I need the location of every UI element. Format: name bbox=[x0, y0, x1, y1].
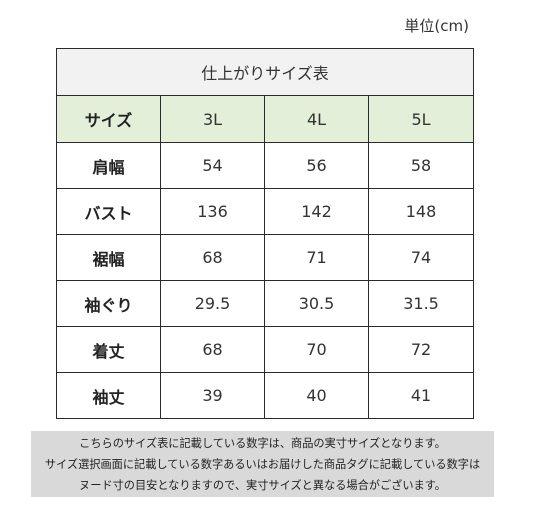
row-label-sleeve-length: 袖丈 bbox=[56, 372, 161, 419]
row-label-armhole: 袖ぐり bbox=[56, 280, 161, 327]
row-label-shoulder: 肩幅 bbox=[56, 142, 161, 189]
table-cell: 29.5 bbox=[160, 280, 265, 327]
table-cell: 56 bbox=[264, 142, 369, 189]
size-header-5l: 5L bbox=[367, 95, 475, 143]
table-cell: 41 bbox=[367, 372, 475, 419]
note-line: サイズ選択画面に記載している数字あるいはお届けした商品タグに記載している数字は bbox=[44, 458, 481, 471]
table-cell: 58 bbox=[367, 142, 475, 189]
table-cell: 68 bbox=[160, 234, 265, 281]
size-header-row: サイズ 3L 4L 5L bbox=[56, 95, 475, 143]
table-cell: 40 bbox=[264, 372, 369, 419]
table-cell: 136 bbox=[160, 188, 265, 235]
table-row: バスト 136 142 148 bbox=[56, 188, 475, 235]
size-table: 仕上がりサイズ表 サイズ 3L 4L 5L 肩幅 54 56 58 バスト 13… bbox=[55, 48, 475, 419]
size-header-4l: 4L bbox=[264, 95, 369, 143]
table-row: 肩幅 54 56 58 bbox=[56, 142, 475, 189]
table-row: 着丈 68 70 72 bbox=[56, 326, 475, 373]
table-cell: 74 bbox=[367, 234, 475, 281]
table-row: 袖ぐり 29.5 30.5 31.5 bbox=[56, 280, 475, 327]
unit-label: 単位(cm) bbox=[404, 17, 469, 35]
table-cell: 39 bbox=[160, 372, 265, 419]
size-header-3l: 3L bbox=[160, 95, 265, 143]
table-title: 仕上がりサイズ表 bbox=[55, 48, 475, 96]
size-header-label: サイズ bbox=[56, 95, 161, 143]
table-row: 袖丈 39 40 41 bbox=[56, 372, 475, 419]
row-label-hem-width: 裾幅 bbox=[56, 234, 161, 281]
table-row: 裾幅 68 71 74 bbox=[56, 234, 475, 281]
row-label-length: 着丈 bbox=[56, 326, 161, 373]
table-cell: 142 bbox=[264, 188, 369, 235]
table-cell: 30.5 bbox=[264, 280, 369, 327]
table-cell: 148 bbox=[367, 188, 475, 235]
table-cell: 31.5 bbox=[367, 280, 475, 327]
note-line: こちらのサイズ表に記載している数字は、商品の実寸サイズとなります。 bbox=[79, 437, 446, 450]
row-label-bust: バスト bbox=[56, 188, 161, 235]
note-line: ヌード寸の目安となりますので、実寸サイズと異なる場合がございます。 bbox=[79, 479, 446, 492]
table-cell: 54 bbox=[160, 142, 265, 189]
table-cell: 72 bbox=[367, 326, 475, 373]
table-cell: 70 bbox=[264, 326, 369, 373]
table-cell: 68 bbox=[160, 326, 265, 373]
measurement-note: こちらのサイズ表に記載している数字は、商品の実寸サイズとなります。 サイズ選択画… bbox=[31, 431, 494, 497]
table-cell: 71 bbox=[264, 234, 369, 281]
